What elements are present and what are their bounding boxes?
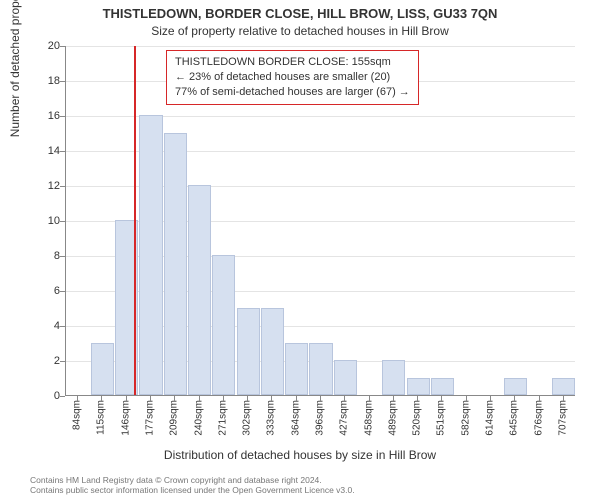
plot-area: THISTLEDOWN BORDER CLOSE: 155sqm← 23% of…	[65, 46, 575, 396]
annotation-line3: 77% of semi-detached houses are larger (…	[175, 85, 410, 100]
x-tick-mark	[344, 396, 345, 401]
x-tick-label: 614sqm	[485, 400, 496, 436]
annotation-box: THISTLEDOWN BORDER CLOSE: 155sqm← 23% of…	[166, 50, 419, 105]
histogram-chart: THISTLEDOWN, BORDER CLOSE, HILL BROW, LI…	[0, 0, 600, 500]
x-tick-label: 271sqm	[217, 400, 228, 436]
histogram-bar	[212, 255, 235, 395]
property-marker-line	[134, 46, 136, 395]
x-tick-mark	[223, 396, 224, 401]
x-tick-label: 489sqm	[387, 400, 398, 436]
histogram-bar	[164, 133, 187, 396]
histogram-bar	[261, 308, 284, 396]
chart-title-line2: Size of property relative to detached ho…	[0, 24, 600, 38]
footnote-line1: Contains HM Land Registry data © Crown c…	[30, 475, 322, 485]
x-tick-mark	[320, 396, 321, 401]
y-tick-mark	[60, 46, 65, 47]
histogram-bar	[431, 378, 454, 396]
x-tick-label: 396sqm	[315, 400, 326, 436]
x-tick-label: 676sqm	[533, 400, 544, 436]
x-tick-mark	[126, 396, 127, 401]
histogram-bar	[334, 360, 357, 395]
annotation-line2: ← 23% of detached houses are smaller (20…	[175, 70, 410, 85]
x-tick-mark	[199, 396, 200, 401]
footnote-line2: Contains public sector information licen…	[30, 485, 355, 495]
histogram-bar	[188, 185, 211, 395]
x-tick-mark	[247, 396, 248, 401]
y-tick-mark	[60, 361, 65, 362]
histogram-bar	[285, 343, 308, 396]
x-tick-mark	[101, 396, 102, 401]
x-tick-mark	[514, 396, 515, 401]
y-tick-mark	[60, 116, 65, 117]
x-tick-mark	[563, 396, 564, 401]
x-tick-label: 115sqm	[96, 400, 107, 435]
histogram-bar	[407, 378, 430, 396]
y-tick-label: 16	[30, 110, 60, 122]
y-tick-label: 10	[30, 215, 60, 227]
histogram-bar	[309, 343, 332, 396]
x-tick-label: 209sqm	[169, 400, 180, 436]
y-tick-label: 8	[30, 250, 60, 262]
y-tick-mark	[60, 326, 65, 327]
chart-title-line1: THISTLEDOWN, BORDER CLOSE, HILL BROW, LI…	[0, 6, 600, 21]
x-tick-label: 84sqm	[72, 400, 83, 430]
x-tick-label: 177sqm	[145, 400, 156, 436]
y-tick-mark	[60, 221, 65, 222]
x-tick-mark	[174, 396, 175, 401]
x-tick-mark	[466, 396, 467, 401]
y-tick-mark	[60, 151, 65, 152]
gridline	[66, 46, 575, 47]
x-tick-mark	[417, 396, 418, 401]
y-tick-label: 4	[30, 320, 60, 332]
y-tick-label: 20	[30, 40, 60, 52]
histogram-bar	[91, 343, 114, 396]
histogram-bar	[139, 115, 162, 395]
x-tick-label: 302sqm	[242, 400, 253, 436]
y-axis-label: Number of detached properties	[8, 0, 22, 137]
x-tick-label: 458sqm	[363, 400, 374, 436]
y-tick-label: 14	[30, 145, 60, 157]
x-tick-label: 645sqm	[509, 400, 520, 436]
x-tick-label: 146sqm	[120, 400, 131, 436]
x-tick-mark	[271, 396, 272, 401]
x-tick-label: 364sqm	[290, 400, 301, 436]
y-tick-mark	[60, 396, 65, 397]
histogram-bar	[552, 378, 575, 396]
y-tick-label: 0	[30, 390, 60, 402]
x-tick-label: 582sqm	[460, 400, 471, 436]
x-tick-mark	[296, 396, 297, 401]
x-tick-label: 707sqm	[557, 400, 568, 436]
x-tick-mark	[441, 396, 442, 401]
x-tick-mark	[369, 396, 370, 401]
x-tick-mark	[393, 396, 394, 401]
x-tick-label: 551sqm	[436, 400, 447, 436]
x-tick-mark	[539, 396, 540, 401]
y-tick-label: 18	[30, 75, 60, 87]
y-tick-mark	[60, 186, 65, 187]
x-tick-mark	[150, 396, 151, 401]
histogram-bar	[237, 308, 260, 396]
x-tick-label: 520sqm	[412, 400, 423, 436]
y-tick-mark	[60, 81, 65, 82]
y-tick-label: 12	[30, 180, 60, 192]
footnote: Contains HM Land Registry data © Crown c…	[30, 475, 355, 496]
x-tick-label: 240sqm	[193, 400, 204, 436]
x-tick-label: 427sqm	[339, 400, 350, 436]
y-tick-label: 2	[30, 355, 60, 367]
x-axis-label: Distribution of detached houses by size …	[0, 448, 600, 462]
histogram-bar	[504, 378, 527, 396]
y-tick-mark	[60, 291, 65, 292]
x-tick-label: 333sqm	[266, 400, 277, 436]
y-tick-label: 6	[30, 285, 60, 297]
histogram-bar	[382, 360, 405, 395]
x-tick-mark	[77, 396, 78, 401]
y-tick-mark	[60, 256, 65, 257]
annotation-line1: THISTLEDOWN BORDER CLOSE: 155sqm	[175, 55, 410, 70]
x-tick-mark	[490, 396, 491, 401]
